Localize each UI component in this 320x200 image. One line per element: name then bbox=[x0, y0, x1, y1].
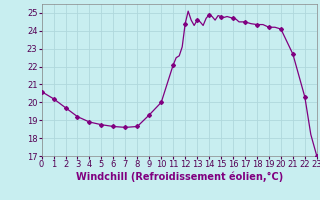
X-axis label: Windchill (Refroidissement éolien,°C): Windchill (Refroidissement éolien,°C) bbox=[76, 172, 283, 182]
